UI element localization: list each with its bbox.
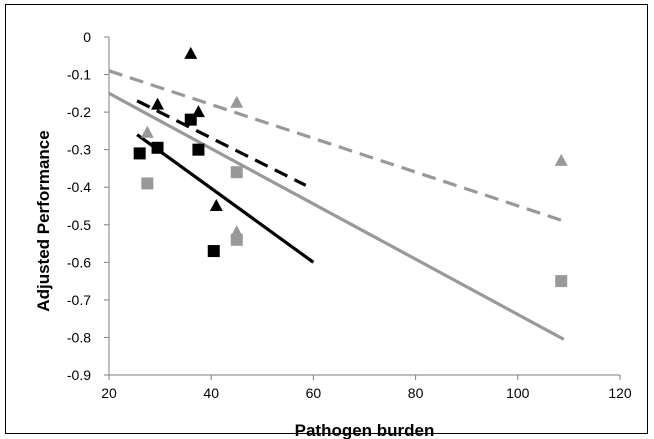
y-axis-title: Adjusted Performance [34, 130, 53, 311]
triangle-marker [209, 199, 223, 211]
square-marker [230, 233, 243, 246]
chart-frame [5, 4, 648, 434]
x-tick-label: 80 [408, 385, 424, 401]
y-tick-label: -0.8 [67, 329, 91, 345]
square-marker [207, 245, 220, 258]
dashed-trendline [136, 99, 307, 187]
solid-trendline [108, 91, 565, 341]
x-tick-label: 120 [608, 385, 632, 401]
y-tick-label: -0.5 [67, 217, 91, 233]
triangle-marker [140, 125, 154, 138]
x-tick-label: 100 [506, 385, 530, 401]
x-axis-title: Pathogen burden [295, 421, 435, 439]
y-tick-label: -0.4 [67, 179, 91, 195]
x-tick-label: 20 [101, 385, 117, 401]
y-tick-label: -0.9 [67, 367, 91, 383]
y-tick-label: -0.3 [67, 142, 91, 158]
y-tick-label: -0.2 [67, 104, 91, 120]
triangle-marker [151, 97, 165, 110]
data-points [133, 46, 568, 288]
solid-trendline [136, 133, 315, 264]
triangle-marker [230, 95, 244, 108]
square-marker [555, 275, 568, 288]
y-tick-label: 0 [83, 29, 91, 45]
x-tick-label: 40 [203, 385, 219, 401]
y-axis: 0 -0.1 -0.2 -0.3 -0.4 -0.5 -0.6 -0.7 -0.8 -0.9 [67, 29, 110, 383]
y-tick-label: -0.6 [67, 254, 91, 270]
trendlines [108, 69, 565, 341]
square-marker [133, 147, 146, 160]
y-tick-label: -0.1 [67, 67, 91, 83]
square-marker [151, 141, 164, 154]
x-tick-label: 60 [306, 385, 322, 401]
x-axis: 20 40 60 80 100 120 [101, 374, 632, 401]
dashed-trendline [108, 69, 565, 223]
square-marker [192, 143, 205, 156]
square-marker [230, 166, 243, 179]
triangle-marker [184, 46, 198, 59]
square-marker [141, 177, 154, 190]
square-marker [184, 113, 197, 126]
triangle-marker [554, 153, 568, 166]
y-tick-label: -0.7 [67, 292, 91, 308]
